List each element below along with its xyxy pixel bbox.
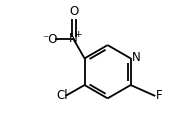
Text: ⁻O: ⁻O bbox=[42, 33, 57, 46]
Text: N: N bbox=[69, 32, 78, 45]
Text: N: N bbox=[132, 51, 140, 64]
Text: +: + bbox=[74, 30, 82, 39]
Text: Cl: Cl bbox=[57, 89, 69, 103]
Text: F: F bbox=[156, 89, 163, 103]
Text: O: O bbox=[69, 6, 78, 18]
